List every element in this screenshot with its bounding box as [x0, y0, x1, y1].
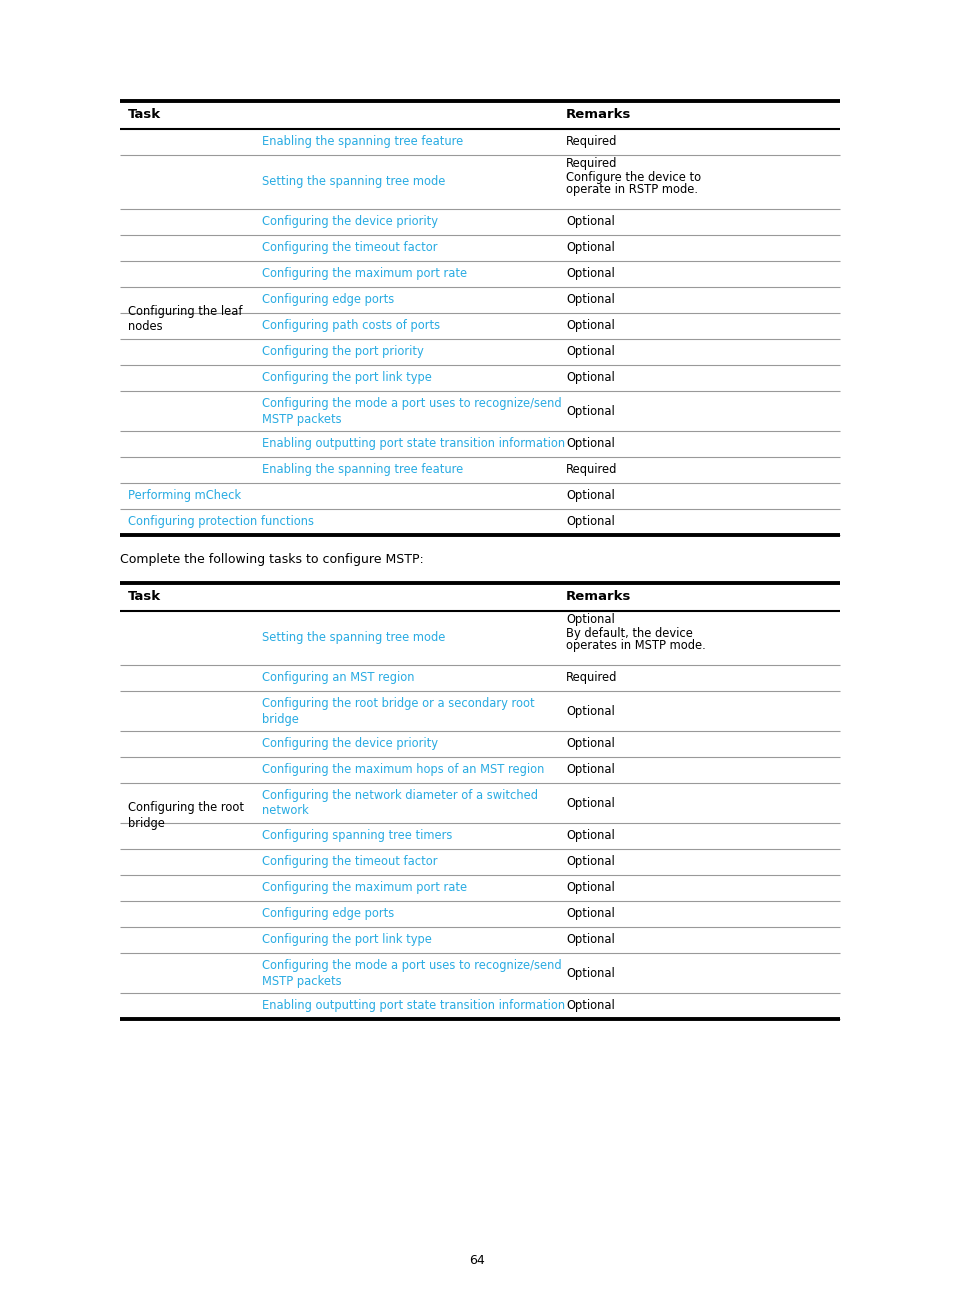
Text: Configuring the root bridge or a secondary root: Configuring the root bridge or a seconda…: [262, 696, 534, 709]
Text: Optional: Optional: [565, 907, 614, 920]
Text: Configuring the leaf: Configuring the leaf: [128, 306, 242, 319]
Text: Optional: Optional: [565, 855, 614, 868]
Text: network: network: [262, 805, 309, 818]
Text: Configuring the device priority: Configuring the device priority: [262, 737, 437, 750]
Text: operates in MSTP mode.: operates in MSTP mode.: [565, 639, 705, 652]
Text: Optional: Optional: [565, 829, 614, 842]
Text: Optional: Optional: [565, 267, 614, 280]
Text: bridge: bridge: [128, 816, 165, 829]
Text: Optional: Optional: [565, 372, 614, 385]
Text: Required: Required: [565, 158, 617, 171]
Text: Configuring edge ports: Configuring edge ports: [262, 907, 394, 920]
Text: By default, the device: By default, the device: [565, 626, 692, 639]
Text: Complete the following tasks to configure MSTP:: Complete the following tasks to configur…: [120, 552, 423, 565]
Text: Optional: Optional: [565, 967, 614, 980]
Text: Optional: Optional: [565, 763, 614, 776]
Text: Setting the spanning tree mode: Setting the spanning tree mode: [262, 175, 445, 188]
Text: MSTP packets: MSTP packets: [262, 975, 341, 988]
Text: Configuring the mode a port uses to recognize/send: Configuring the mode a port uses to reco…: [262, 959, 561, 972]
Text: Configuring path costs of ports: Configuring path costs of ports: [262, 320, 439, 333]
Text: Optional: Optional: [565, 737, 614, 750]
Text: Optional: Optional: [565, 999, 614, 1012]
Text: Optional: Optional: [565, 490, 614, 503]
Text: Optional: Optional: [565, 797, 614, 810]
Text: MSTP packets: MSTP packets: [262, 412, 341, 425]
Text: Optional: Optional: [565, 881, 614, 894]
Text: Task: Task: [128, 109, 161, 122]
Text: Configuring the root: Configuring the root: [128, 801, 244, 814]
Text: Required: Required: [565, 671, 617, 684]
Text: Enabling outputting port state transition information: Enabling outputting port state transitio…: [262, 438, 564, 451]
Text: Task: Task: [128, 591, 161, 604]
Text: Optional: Optional: [565, 404, 614, 417]
Text: Optional: Optional: [565, 516, 614, 529]
Text: Configuring spanning tree timers: Configuring spanning tree timers: [262, 829, 452, 842]
Text: Configuring the device priority: Configuring the device priority: [262, 215, 437, 228]
Text: nodes: nodes: [128, 320, 162, 333]
Text: Configure the device to: Configure the device to: [565, 171, 700, 184]
Text: Configuring the port priority: Configuring the port priority: [262, 346, 423, 359]
Text: Optional: Optional: [565, 346, 614, 359]
Text: 64: 64: [469, 1255, 484, 1267]
Text: Enabling outputting port state transition information: Enabling outputting port state transitio…: [262, 999, 564, 1012]
Text: Optional: Optional: [565, 933, 614, 946]
Text: Configuring the maximum port rate: Configuring the maximum port rate: [262, 881, 467, 894]
Text: Configuring protection functions: Configuring protection functions: [128, 516, 314, 529]
Text: Configuring the mode a port uses to recognize/send: Configuring the mode a port uses to reco…: [262, 397, 561, 410]
Text: Configuring the timeout factor: Configuring the timeout factor: [262, 241, 437, 254]
Text: Required: Required: [565, 136, 617, 149]
Text: Optional: Optional: [565, 241, 614, 254]
Text: Enabling the spanning tree feature: Enabling the spanning tree feature: [262, 136, 463, 149]
Text: Configuring edge ports: Configuring edge ports: [262, 293, 394, 306]
Text: operate in RSTP mode.: operate in RSTP mode.: [565, 184, 698, 197]
Text: Configuring the maximum hops of an MST region: Configuring the maximum hops of an MST r…: [262, 763, 544, 776]
Text: Enabling the spanning tree feature: Enabling the spanning tree feature: [262, 464, 463, 477]
Text: Optional: Optional: [565, 215, 614, 228]
Text: Optional: Optional: [565, 613, 614, 626]
Text: Setting the spanning tree mode: Setting the spanning tree mode: [262, 631, 445, 644]
Text: Optional: Optional: [565, 320, 614, 333]
Text: Configuring the port link type: Configuring the port link type: [262, 372, 432, 385]
Text: bridge: bridge: [262, 713, 298, 726]
Text: Optional: Optional: [565, 438, 614, 451]
Text: Configuring the port link type: Configuring the port link type: [262, 933, 432, 946]
Text: Performing mCheck: Performing mCheck: [128, 490, 241, 503]
Text: Configuring the maximum port rate: Configuring the maximum port rate: [262, 267, 467, 280]
Text: Remarks: Remarks: [565, 109, 631, 122]
Text: Optional: Optional: [565, 705, 614, 718]
Text: Required: Required: [565, 464, 617, 477]
Text: Configuring the timeout factor: Configuring the timeout factor: [262, 855, 437, 868]
Text: Configuring an MST region: Configuring an MST region: [262, 671, 414, 684]
Text: Optional: Optional: [565, 293, 614, 306]
Text: Remarks: Remarks: [565, 591, 631, 604]
Text: Configuring the network diameter of a switched: Configuring the network diameter of a sw…: [262, 788, 537, 801]
